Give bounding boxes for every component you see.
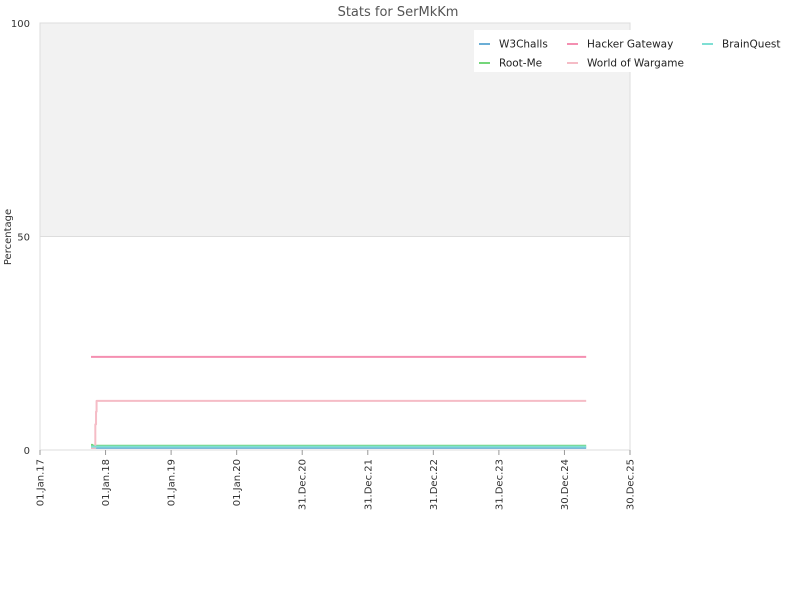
legend-background xyxy=(474,30,800,72)
x-axis: 01.Jan.17 01.Jan.18 01.Jan.19 01.Jan.20 31.D… xyxy=(36,450,637,510)
y-tick-label: 50 xyxy=(17,233,30,244)
x-tick-label: 01.Jan.19 xyxy=(167,459,178,506)
series-line-world-of-wargame xyxy=(91,399,587,449)
series-lines xyxy=(91,355,587,449)
legend-label-hacker-gateway: Hacker Gateway xyxy=(587,39,673,51)
y-axis: 0 50 100 xyxy=(11,19,30,457)
x-tick-label: 01.Jan.17 xyxy=(36,459,47,506)
legend-label-brainquest: BrainQuest xyxy=(722,39,781,51)
x-tick-label: 31.Dec.23 xyxy=(494,459,505,510)
chart-title: Stats for SerMkKm xyxy=(338,5,459,20)
x-tick-label: 30.Dec.24 xyxy=(560,459,571,510)
y-axis-title: Percentage xyxy=(3,209,14,265)
legend-label-w3challs: W3Challs xyxy=(499,39,548,51)
y-tick-label: 0 xyxy=(24,446,30,457)
legend-label-root-me: Root-Me xyxy=(499,58,542,70)
x-tick-label: 31.Dec.20 xyxy=(298,459,309,510)
y-tick-label: 100 xyxy=(11,19,30,30)
x-tick-label: 31.Dec.21 xyxy=(363,459,374,510)
x-tick-label: 01.Jan.18 xyxy=(101,459,112,506)
legend-label-world-of-wargame: World of Wargame xyxy=(587,58,684,70)
x-tick-label: 01.Jan.20 xyxy=(232,459,243,506)
x-tick-label: 31.Dec.22 xyxy=(429,459,440,510)
legend: W3Challs Hacker Gateway BrainQuest Root-Me W… xyxy=(474,30,800,72)
x-tick-label: 30.Dec.25 xyxy=(626,459,637,510)
gridlines xyxy=(40,22,630,451)
